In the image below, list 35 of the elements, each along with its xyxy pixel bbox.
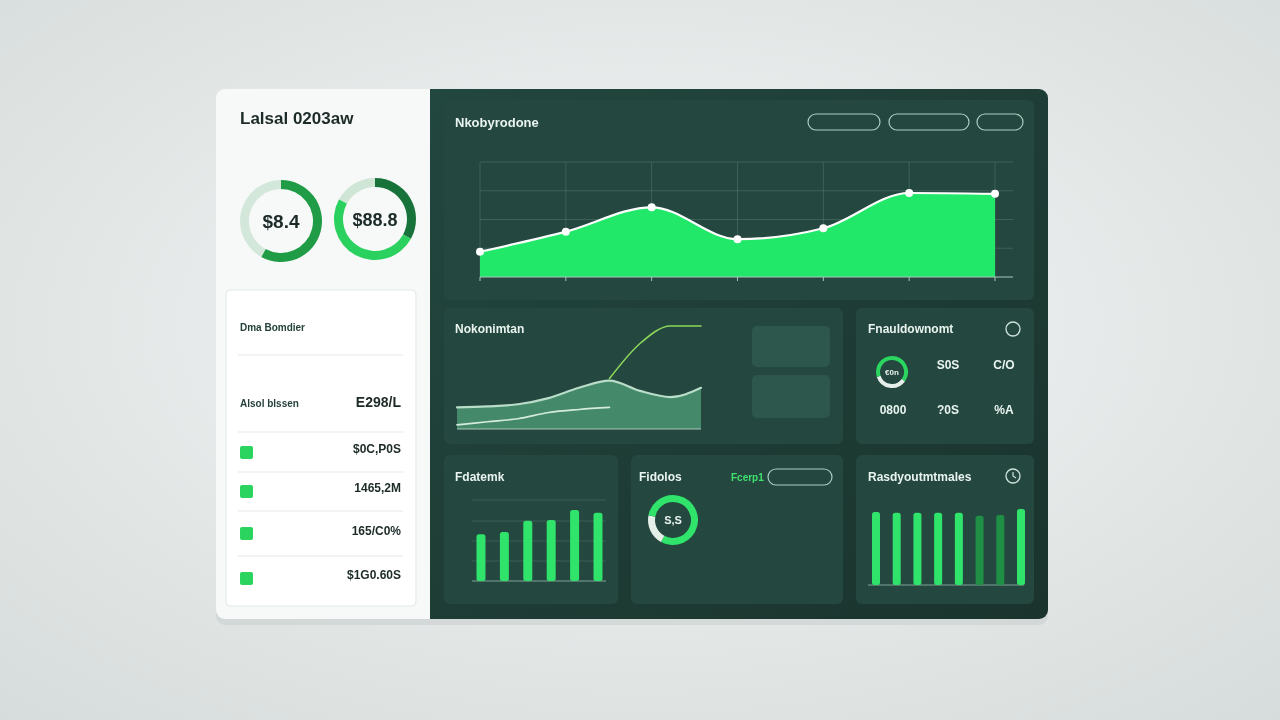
donut-slice [334, 199, 411, 260]
bar [570, 510, 580, 581]
text: $8.4 [262, 211, 300, 232]
text: 0800 [879, 403, 907, 417]
chart-title: Fnauldownomt [868, 322, 954, 336]
text: $88.8 [352, 210, 398, 230]
text: $0C,P0S [352, 442, 401, 456]
chart-title: Fidolos [639, 470, 682, 484]
text: E298/L [355, 394, 402, 410]
bar [546, 519, 556, 581]
chart-title: Nokonimtan [455, 322, 525, 336]
text: S0S [936, 358, 960, 372]
bar [523, 520, 533, 581]
chart-title: Lalsal 0203aw [240, 109, 355, 128]
text: Fcerp1 [731, 472, 765, 483]
text: Dma Bomdier [240, 322, 306, 333]
bar [476, 534, 486, 581]
text: ?0S [936, 403, 960, 417]
text: €0n [885, 368, 899, 377]
donut-slice [648, 515, 665, 542]
text: 1465,2M [354, 481, 401, 495]
text: %A [994, 403, 1014, 417]
text: S,S [664, 514, 682, 526]
text: C/O [993, 358, 1015, 372]
bar [593, 512, 603, 581]
donut-slice [261, 180, 322, 262]
text: $1G0.60S [346, 568, 401, 582]
text: 165/C0% [351, 524, 402, 538]
text: Alsol blssen [240, 398, 299, 409]
chart-title: Nkobyrodone [455, 115, 539, 130]
bar [499, 532, 509, 581]
chart-title: Fdatemk [455, 470, 505, 484]
donut-slice [339, 178, 375, 204]
chart-title: Rasdyoutmtmales [868, 470, 972, 484]
donut-slice [876, 375, 905, 388]
